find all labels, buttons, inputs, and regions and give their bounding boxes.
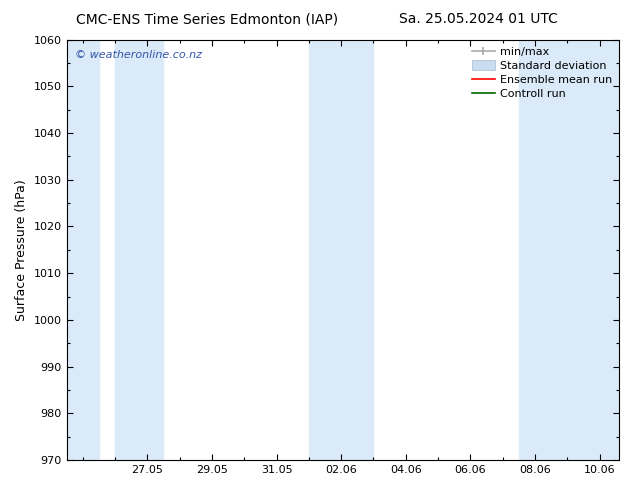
- Bar: [309, 40, 373, 460]
- Bar: [115, 40, 164, 460]
- Bar: [519, 40, 619, 460]
- Legend: min/max, Standard deviation, Ensemble mean run, Controll run: min/max, Standard deviation, Ensemble me…: [468, 42, 617, 104]
- Y-axis label: Surface Pressure (hPa): Surface Pressure (hPa): [15, 179, 28, 321]
- Bar: [67, 40, 99, 460]
- Text: Sa. 25.05.2024 01 UTC: Sa. 25.05.2024 01 UTC: [399, 12, 558, 26]
- Text: CMC-ENS Time Series Edmonton (IAP): CMC-ENS Time Series Edmonton (IAP): [76, 12, 338, 26]
- Text: © weatheronline.co.nz: © weatheronline.co.nz: [75, 50, 202, 60]
